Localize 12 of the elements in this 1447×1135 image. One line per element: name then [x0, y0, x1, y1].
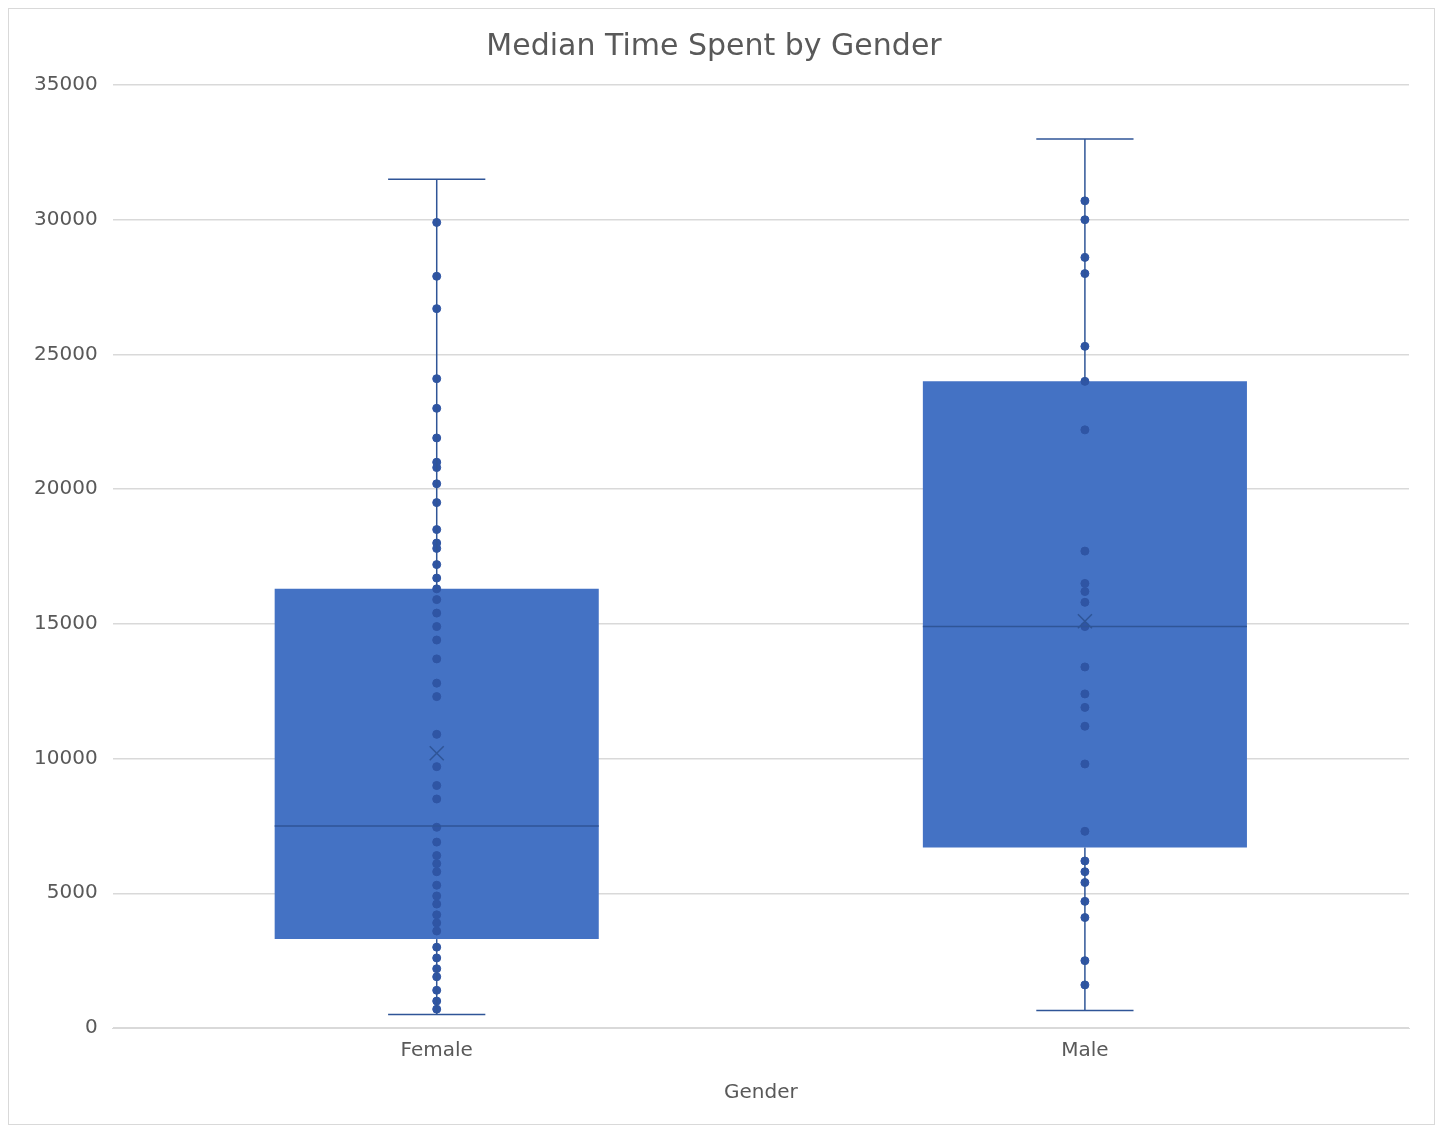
y-tick-label: 35000: [34, 71, 98, 96]
chart-title: Median Time Spent by Gender: [486, 26, 943, 62]
y-tick-label: 30000: [34, 205, 98, 230]
y-tick-label: 10000: [34, 744, 98, 769]
y-tick-label: 15000: [34, 610, 98, 635]
y-tick-label: 25000: [34, 340, 98, 365]
y-tick-label: 20000: [34, 475, 98, 500]
y-tick-label: 5000: [46, 879, 98, 904]
y-tick-label: 0: [84, 1014, 98, 1039]
x-axis-title: Gender: [723, 1079, 799, 1104]
x-tick-label: Male: [1061, 1037, 1109, 1062]
x-tick-label: Female: [400, 1037, 473, 1062]
